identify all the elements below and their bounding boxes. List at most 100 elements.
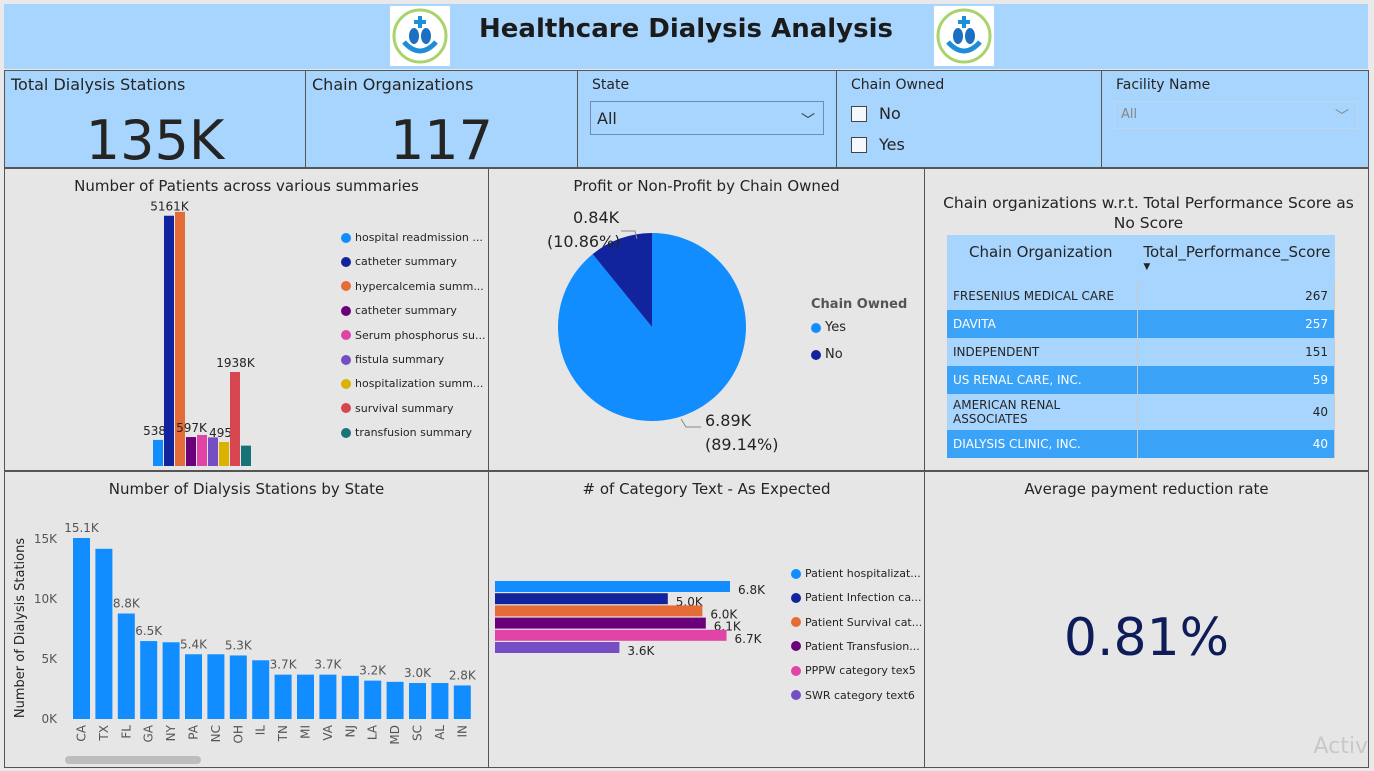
horizontal-scrollbar[interactable] [65,756,201,764]
bar-1[interactable] [495,593,668,605]
legend-item[interactable]: survival summary [341,402,454,415]
bar-2[interactable] [495,605,703,617]
x-tick-label: FL [119,725,133,739]
legend-item[interactable]: hospital readmission ... [341,231,483,244]
checkbox-box[interactable] [851,105,867,122]
legend-item[interactable]: Patient hospitalizat... [791,567,921,580]
bar-tx[interactable] [95,548,113,719]
bar-in[interactable] [453,685,471,719]
legend-label: No [825,347,843,362]
legend-dot [341,281,351,292]
legend-item-yes[interactable]: Yes [811,320,846,335]
facility-dropdown[interactable]: All ﹀ [1114,101,1358,129]
legend-item[interactable]: transfusion summary [341,426,472,439]
cell-score: 267 [1137,282,1336,310]
x-tick-label: OH [231,725,245,743]
data-label: 5161K [150,200,190,214]
chart-title: # of Category Text - As Expected [582,480,831,498]
legend-item[interactable]: Patient Transfusion... [791,640,920,653]
checkbox-yes[interactable]: Yes [851,135,905,154]
bar-il[interactable] [252,660,270,719]
bar-0[interactable] [495,581,730,592]
legend-label: hospital readmission ... [355,231,483,244]
column-header-score[interactable]: Total_Performance_Score ▼ [1137,235,1335,282]
bar-md[interactable] [386,681,404,719]
bar-5[interactable] [495,642,620,653]
table-row[interactable]: FRESENIUS MEDICAL CARE 267 [947,282,1336,310]
bar-ga[interactable] [140,641,158,719]
slice-label: 6.89K [705,411,752,430]
table-row[interactable]: DIALYSIS CLINIC, INC. 40 [947,430,1336,458]
bar-oh[interactable] [229,655,247,719]
y-tick-label: 15K [34,532,58,546]
legend-item[interactable]: fistula summary [341,353,444,366]
dropdown-value: All [1121,107,1138,122]
bar-sc[interactable] [409,683,426,719]
table-row[interactable]: AMERICAN RENAL ASSOCIATES 40 [947,394,1336,430]
table-row[interactable]: DAVITA 257 [947,310,1336,338]
header-banner: Healthcare Dialysis Analysis [4,4,1368,69]
bar-3[interactable] [186,437,196,466]
data-label: 2.8K [449,668,477,682]
legend-title: Chain Owned [811,297,908,312]
bar-6[interactable] [219,441,229,466]
bar-la[interactable] [364,680,382,719]
bar-nj[interactable] [341,675,359,719]
card-label: Total Dialysis Stations [11,75,186,94]
bar-0[interactable] [153,439,163,466]
bar-fl[interactable] [117,613,135,719]
data-label: 1938K [216,356,256,370]
column-header-label: Total_Performance_Score [1143,243,1331,261]
table-row[interactable]: US RENAL CARE, INC. 59 [947,366,1336,394]
bar-al[interactable] [431,683,449,719]
x-tick-label: GA [142,724,156,742]
bar-ny[interactable] [162,642,180,719]
legend-item[interactable]: hypercalcemia summ... [341,280,484,293]
x-tick-label: IN [455,725,469,738]
data-label: 3.6K [627,644,655,658]
state-dropdown[interactable]: All ﹀ [590,101,824,135]
bar-4[interactable] [197,434,207,466]
bar-2[interactable] [175,211,185,466]
legend-item[interactable]: hospitalization summ... [341,377,483,390]
legend-item[interactable]: Patient Survival cat... [791,616,922,629]
data-label: 597K [176,421,208,435]
legend-item[interactable]: SWR category text6 [791,689,915,702]
column-header-organization[interactable]: Chain Organization [947,235,1138,282]
legend-item[interactable]: Serum phosphorus su... [341,329,485,342]
bar-3[interactable] [495,617,706,629]
pie-slice-no[interactable] [592,233,652,327]
bar-tn[interactable] [274,674,292,719]
x-tick-label: LA [366,724,380,740]
legend-item[interactable]: catheter summary [341,255,457,268]
bar-ca[interactable] [73,538,90,719]
watermark-text: Activ [1313,734,1368,759]
chevron-down-icon: ﹀ [801,113,815,129]
legend-dot [341,330,351,341]
bar-8[interactable] [241,445,251,466]
bar-1[interactable] [164,215,174,466]
bar-pa[interactable] [185,654,202,719]
chain-owned-pie-chart: 6.89K (89.14%) 0.84K (10.86%) [547,208,779,454]
legend-item[interactable]: PPPW category tex5 [791,664,916,677]
bar-5[interactable] [208,437,218,466]
x-tick-label: TN [276,725,290,742]
chain-organizations-card: Chain Organizations 117 [305,70,578,172]
legend-label: fistula summary [355,353,445,366]
bar-4[interactable] [495,629,727,641]
category-chart-panel: # of Category Text - As Expected 6.8K 5.0… [488,471,925,768]
legend-item[interactable]: catheter summary [341,304,457,317]
checkbox-box[interactable] [851,136,867,153]
bar-7[interactable] [230,372,240,466]
card-label: Chain Organizations [312,75,474,94]
total-stations-card: Total Dialysis Stations 135K [4,70,306,172]
legend-item-no[interactable]: No [811,347,843,362]
checkbox-no[interactable]: No [851,104,901,123]
table-row[interactable]: INDEPENDENT 151 [947,338,1336,366]
bar-nc[interactable] [207,654,225,719]
bar-va[interactable] [319,674,337,719]
legend-label: Patient hospitalizat... [805,567,921,580]
bar-mi[interactable] [297,674,314,719]
payment-reduction-card: Average payment reduction rate 0.81% Act… [924,471,1369,768]
legend-item[interactable]: Patient Infection ca... [791,591,922,604]
